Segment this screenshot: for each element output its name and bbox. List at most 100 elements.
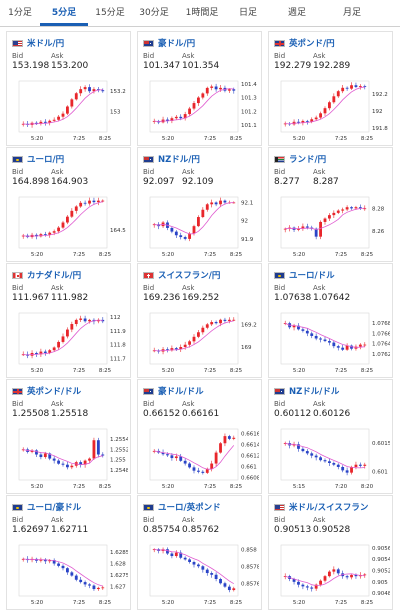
bid-value: 164.898	[12, 177, 50, 187]
y-tick-label: 0.601	[372, 470, 388, 476]
candle-body	[57, 116, 60, 120]
y-tick-label: 0.6614	[241, 442, 259, 448]
currency-card[interactable]: 豪ドル/円 Bid Ask 101.347 101.354 101.4 101.3 101.2…	[137, 31, 262, 146]
currency-card[interactable]: 米ドル/スイスフラン Bid Ask 0.90513 0.90528 0.9056 0.90…	[268, 495, 393, 610]
price-chart[interactable]: 101.4 101.3 101.2 101.1 5:20 7:25 8:25	[142, 78, 259, 143]
pair-name-link[interactable]: ユーロ/円	[27, 155, 65, 165]
candle-body	[232, 89, 236, 91]
tab-8[interactable]: 月足	[342, 8, 361, 18]
currency-card[interactable]: 豪ドル/ドル Bid Ask 0.66152 0.66161 0.6616 0.6614 0.…	[137, 379, 262, 494]
x-tick-label: 8:20	[361, 484, 374, 490]
price-chart[interactable]: 153.2 153 5:20 7:25 8:25	[11, 78, 128, 143]
price-chart[interactable]: 0.6616 0.6614 0.6612 0.661 0.6608 5:20 7:25 8:2…	[142, 426, 259, 491]
currency-card[interactable]: スイスフラン/円 Bid Ask 169.236 169.252 169.2 169 5:20…	[137, 263, 262, 378]
candle-body	[223, 200, 227, 203]
currency-card[interactable]: 米ドル/円 Bid Ask 153.198 153.200 153.2 153 5:20 7:2…	[6, 31, 131, 146]
x-tick-label: 7:25	[73, 368, 86, 374]
ask-value: 0.90528	[313, 525, 351, 535]
candle-body	[179, 456, 183, 461]
currency-card[interactable]: カナダドル/円 Bid Ask 111.967 111.982 112 111.9 111.8…	[6, 263, 131, 378]
candle-body	[174, 348, 178, 350]
currency-card[interactable]: ユーロ/円 Bid Ask 164.898 164.903 164.5 5:20 7:25 8:…	[6, 147, 131, 262]
y-tick-label: 1.6275	[110, 573, 128, 579]
pair-name-link[interactable]: ランド/円	[289, 155, 327, 165]
bid-label: Bid	[143, 516, 155, 524]
candle-body	[70, 210, 74, 217]
candle-body	[345, 470, 349, 473]
candle-body	[314, 228, 318, 237]
tab-3[interactable]: 15分足	[95, 8, 125, 18]
currency-card[interactable]: ユーロ/英ポンド Bid Ask 0.85754 0.85762 0.858 0.8578 0…	[137, 495, 262, 610]
candle-body	[328, 341, 331, 343]
tab-1[interactable]: 1分足	[8, 8, 32, 18]
tab-4[interactable]: 30分足	[139, 8, 169, 18]
pair-name-link[interactable]: スイスフラン/円	[158, 271, 221, 281]
tab-2[interactable]: 5分足	[40, 0, 88, 26]
candle-body	[297, 121, 300, 123]
currency-card[interactable]: ユーロ/ドル Bid Ask 1.07638 1.07642 1.0768 1.0766 1.…	[268, 263, 393, 378]
candle-body	[79, 318, 83, 320]
pair-name-link[interactable]: 英ポンド/ドル	[27, 387, 82, 397]
pair-name-link[interactable]: 英ポンド/円	[289, 39, 335, 49]
price-chart[interactable]: 92.1 92 91.9 5:20 7:25 8:25	[142, 194, 259, 259]
candle-body	[21, 558, 25, 560]
pair-name-link[interactable]: NZドル/円	[158, 155, 200, 165]
price-chart[interactable]: 164.5 5:20 7:25 8:25	[11, 194, 128, 259]
candle-body	[39, 559, 43, 561]
candle-body	[328, 102, 331, 109]
tab-5[interactable]: 1時間足	[185, 8, 219, 18]
bid-label: Bid	[274, 400, 286, 408]
candle-body	[83, 582, 87, 585]
x-tick-label: 5:15	[293, 484, 306, 490]
currency-card[interactable]: NZドル/円 Bid Ask 92.097 92.109 92.1 92 91.9 5:20 7:…	[137, 147, 262, 262]
pair-name-link[interactable]: ユーロ/英ポンド	[158, 503, 221, 513]
candle-body	[332, 96, 336, 103]
candle-body	[305, 586, 309, 588]
currency-card[interactable]: NZドル/ドル Bid Ask 0.60112 0.60126 0.6015 0.601 5:…	[268, 379, 393, 494]
y-tick-label: 0.9052	[372, 569, 390, 575]
currency-card[interactable]: 英ポンド/ドル Bid Ask 1.25508 1.25518 1.2554 1.2552 1…	[6, 379, 131, 494]
y-tick-label: 8.28	[372, 206, 385, 212]
price-chart[interactable]: 169.2 169 5:20 7:25 8:25	[142, 310, 259, 375]
price-chart[interactable]: 0.858 0.8578 0.8576 5:20 7:25 8:25	[142, 542, 259, 607]
bid-label: Bid	[12, 400, 24, 408]
candle-body	[345, 345, 349, 350]
candle-body	[328, 215, 331, 219]
candle-body	[345, 207, 349, 210]
pair-name-link[interactable]: カナダドル/円	[27, 271, 82, 281]
price-chart[interactable]: 1.2554 1.2552 1.255 1.2548 5:20 7:25 8:25	[11, 426, 128, 491]
candle-body	[223, 436, 227, 444]
currency-card[interactable]: ユーロ/豪ドル Bid Ask 1.62697 1.62711 1.6285 1.628 1.…	[6, 495, 131, 610]
candle-body	[354, 85, 358, 87]
pair-name-link[interactable]: 米ドル/円	[27, 39, 65, 49]
pair-name-link[interactable]: ユーロ/ドル	[289, 271, 335, 281]
price-chart[interactable]: 112 111.9 111.8 111.7 5:20 7:25 8:25	[11, 310, 128, 375]
tab-6[interactable]: 日足	[238, 8, 257, 18]
pair-name-link[interactable]: 米ドル/スイスフラン	[289, 503, 369, 513]
currency-card[interactable]: 英ポンド/円 Bid Ask 192.279 192.289 192.2 192 191.8 5…	[268, 31, 393, 146]
bid-value: 169.236	[143, 293, 181, 303]
pair-name-link[interactable]: 豪ドル/ドル	[158, 387, 204, 397]
price-chart[interactable]: 8.28 8.26 5:20 7:25 8:25	[273, 194, 390, 259]
x-tick-label: 8:25	[361, 368, 374, 374]
tab-7[interactable]: 週足	[287, 8, 306, 18]
candle-body	[197, 217, 200, 227]
pair-name-link[interactable]: ユーロ/豪ドル	[27, 503, 82, 513]
x-tick-label: 7:20	[335, 484, 348, 490]
chart-frame	[280, 428, 370, 481]
currency-card[interactable]: ランド/円 Bid Ask 8.277 8.287 8.28 8.26 5:20 7:25 8:2…	[268, 147, 393, 262]
pair-name-link[interactable]: NZドル/ドル	[289, 387, 340, 397]
candle-body	[57, 460, 60, 464]
candle-body	[336, 346, 340, 348]
price-chart[interactable]: 192.2 192 191.8 5:20 7:25 8:25	[273, 78, 390, 143]
price-chart[interactable]: 0.9056 0.9054 0.9052 0.905 0.9048 5:20 7:25 8:2…	[273, 542, 390, 607]
card-header: 英ポンド/ドル	[12, 385, 81, 397]
y-tick-label: 112	[110, 315, 121, 321]
price-chart[interactable]: 1.0768 1.0766 1.0764 1.0762 5:20 7:25 8:25	[273, 310, 390, 375]
bid-value: 192.279	[274, 61, 312, 71]
pair-name-link[interactable]: 豪ドル/円	[158, 39, 196, 49]
price-chart[interactable]: 1.6285 1.628 1.6275 1.627 5:20 7:25 8:25	[11, 542, 128, 607]
candlestick-chart: 0.6015 0.601 5:15 7:20 8:20	[280, 428, 390, 490]
price-chart[interactable]: 0.6015 0.601 5:15 7:20 8:20	[273, 426, 390, 491]
candle-body	[192, 103, 196, 109]
